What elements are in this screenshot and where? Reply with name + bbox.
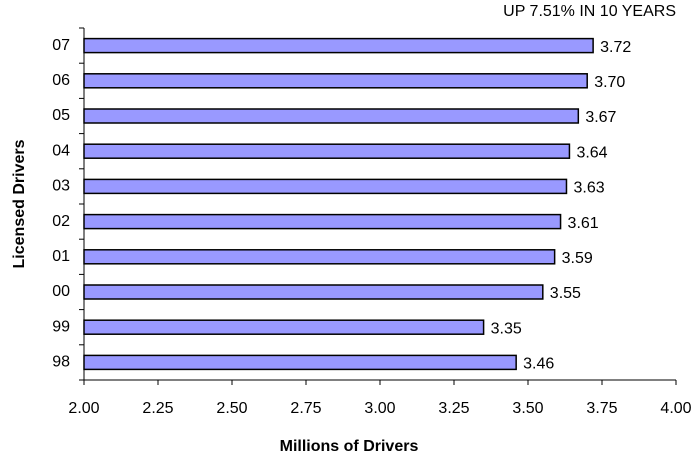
y-tick-label: 99	[52, 318, 70, 335]
bar	[83, 73, 588, 89]
data-label: 3.59	[562, 250, 593, 267]
data-label: 3.72	[600, 39, 631, 56]
y-tick-label: 03	[52, 178, 70, 195]
x-tick-label: 4.00	[660, 400, 691, 417]
bar	[83, 37, 594, 54]
bar	[83, 354, 517, 371]
data-label: 3.67	[585, 109, 616, 126]
data-label: 3.55	[550, 285, 581, 302]
x-tick-label: 3.25	[438, 400, 469, 417]
y-tick-label: 04	[52, 142, 70, 159]
x-axis-title: Millions of Drivers	[280, 438, 419, 455]
bar	[83, 213, 562, 230]
data-label: 3.46	[523, 356, 554, 373]
annotation: UP 7.51% IN 10 YEARS	[503, 3, 676, 20]
data-label: 3.61	[568, 215, 599, 232]
y-tick-label: 06	[52, 72, 70, 89]
x-tick-label: 2.75	[290, 400, 321, 417]
data-label: 3.70	[594, 74, 625, 91]
bar	[83, 178, 568, 195]
y-tick-label: 01	[52, 248, 70, 265]
bar	[83, 284, 544, 300]
x-tick-label: 3.00	[364, 400, 395, 417]
y-tick-label: 02	[52, 213, 70, 230]
y-tick-label: 05	[52, 107, 70, 124]
data-label: 3.63	[573, 180, 604, 197]
bar	[83, 108, 580, 124]
x-tick-label: 2.00	[68, 400, 99, 417]
x-tick-label: 2.50	[216, 400, 247, 417]
x-tick-label: 3.75	[586, 400, 617, 417]
x-tick-label: 2.25	[142, 400, 173, 417]
y-tick-label: 98	[52, 354, 70, 371]
data-label: 3.64	[576, 144, 607, 161]
x-tick-label: 3.50	[512, 400, 543, 417]
bar	[83, 319, 485, 335]
y-tick-label: 00	[52, 283, 70, 300]
bar	[83, 143, 571, 159]
bar	[83, 249, 556, 265]
y-tick-label: 07	[52, 37, 70, 54]
data-label: 3.35	[491, 320, 522, 337]
y-axis-title: Licensed Drivers	[11, 139, 28, 268]
